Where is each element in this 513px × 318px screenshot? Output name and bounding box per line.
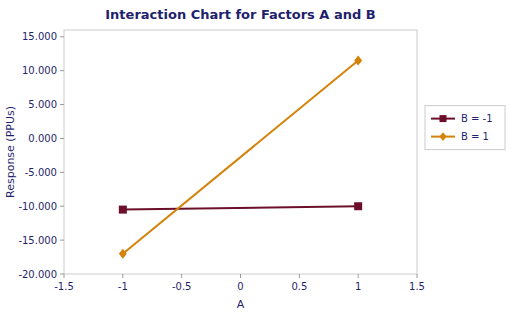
- x-tick-label: -1: [118, 281, 128, 292]
- x-tick-label: 0.5: [291, 281, 307, 292]
- title: Interaction Chart for Factors A and B: [105, 7, 375, 22]
- series-line: [123, 206, 358, 209]
- y-tick-label: -15.000: [18, 235, 57, 246]
- point: [354, 56, 362, 66]
- x-tick: [358, 274, 359, 278]
- x-tick-label: 0: [237, 281, 243, 292]
- y-tick: [60, 138, 64, 139]
- y-axis-label: Response (PPUs): [4, 106, 17, 198]
- x-tick: [181, 274, 182, 278]
- x-tick: [299, 274, 300, 278]
- y-tick: [60, 104, 64, 105]
- plot-frame: [64, 30, 417, 274]
- x-tick: [417, 274, 418, 278]
- legend: B = -1 B = 1: [425, 106, 505, 150]
- point: [119, 249, 127, 259]
- legend-label: B = 1: [461, 131, 489, 142]
- x-tick: [64, 274, 65, 278]
- y-tick: [60, 274, 64, 275]
- y-tick: [60, 36, 64, 37]
- point: [119, 206, 127, 214]
- x-tick-label: -1.5: [54, 281, 74, 292]
- y-tick-label: -5.000: [25, 167, 57, 178]
- series-line: [123, 61, 358, 254]
- x-axis: -1.5 -1 -0.5 0 0.5 1 1.5: [54, 274, 425, 292]
- y-tick-label: -20.000: [18, 269, 57, 280]
- y-tick-label: -10.000: [18, 201, 57, 212]
- point: [354, 202, 362, 210]
- y-tick-label: 15.000: [22, 31, 57, 42]
- y-tick: [60, 240, 64, 241]
- y-tick-label: 10.000: [22, 65, 57, 76]
- y-axis: -20.000 -15.000 -10.000 -5.000 0.000 5.000 10.…: [18, 31, 64, 279]
- legend-marker: [440, 132, 447, 141]
- y-tick: [60, 172, 64, 173]
- x-tick-label: 1: [355, 281, 361, 292]
- x-tick: [240, 274, 241, 278]
- y-tick-label: 5.000: [28, 99, 57, 110]
- y-tick: [60, 70, 64, 71]
- x-axis-label: A: [237, 298, 245, 311]
- legend-marker: [440, 115, 447, 122]
- y-tick: [60, 206, 64, 207]
- y-tick-label: 0.000: [28, 133, 57, 144]
- legend-box: [425, 106, 505, 150]
- x-tick-label: -0.5: [172, 281, 192, 292]
- chart: Interaction Chart for Factors A and B -1.…: [0, 0, 513, 318]
- x-tick-label: 1.5: [409, 281, 425, 292]
- plot-data: [119, 56, 362, 259]
- x-tick: [122, 274, 123, 278]
- legend-label: B = -1: [461, 113, 493, 124]
